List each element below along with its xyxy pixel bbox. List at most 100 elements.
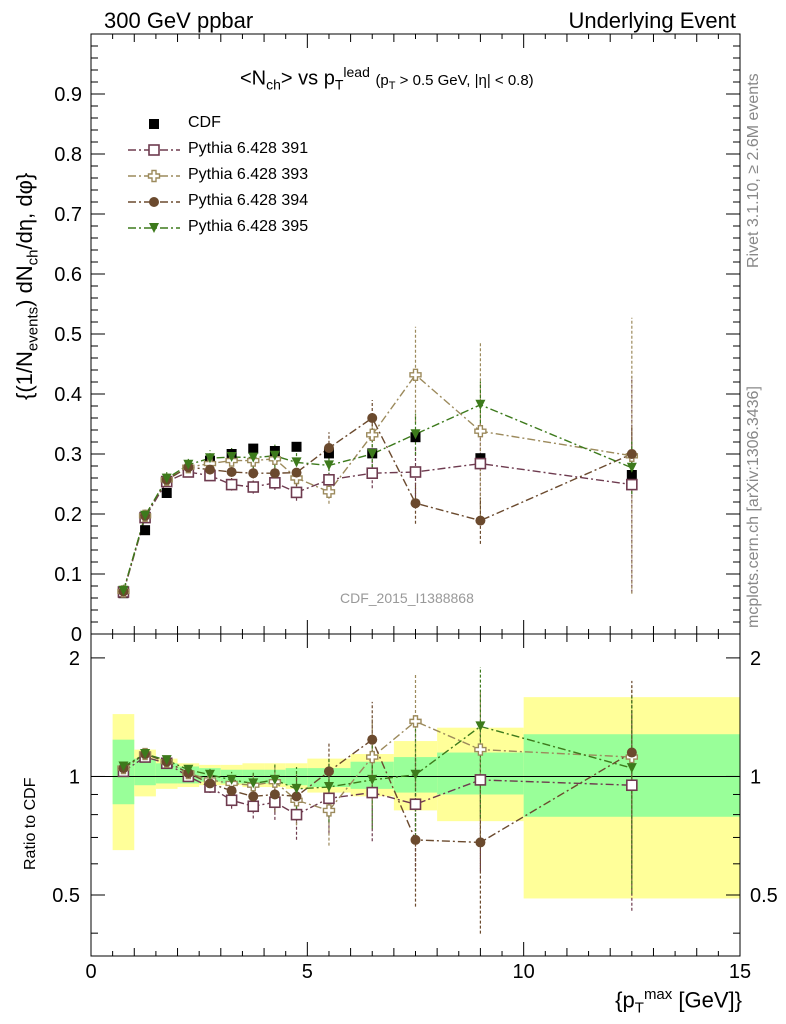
marker-cross-open	[474, 425, 487, 438]
marker-triangle-down	[367, 774, 378, 785]
marker-circle-filled	[626, 449, 637, 459]
marker-circle-filled	[204, 778, 215, 789]
marker-circle-filled	[323, 443, 334, 453]
marker-cross-open	[474, 743, 487, 756]
marker-triangle-down	[183, 764, 194, 775]
series-line	[122, 462, 632, 593]
x-tick-label: 15	[729, 961, 751, 983]
marker-triangle-down	[161, 473, 172, 484]
y-tick-label: 0.9	[54, 84, 82, 106]
ratio-bands	[112, 697, 740, 899]
legend-entry: CDF	[188, 114, 221, 131]
y-tick-label: 0.8	[54, 144, 82, 166]
marker-square-open	[626, 478, 638, 491]
marker-square-open	[290, 808, 303, 821]
marker-square-open	[323, 792, 335, 805]
marker-square-filled	[140, 525, 151, 536]
legend-markers	[128, 119, 180, 233]
marker-square-filled	[149, 119, 159, 129]
marker-circle-filled	[410, 498, 421, 509]
marker-triangle-down	[269, 774, 280, 785]
marker-square-open	[247, 800, 260, 813]
marker-triangle-down	[204, 769, 215, 780]
marker-circle-filled	[475, 837, 486, 848]
legend-entry: Pythia 6.428 391	[188, 140, 309, 157]
marker-triangle-down	[140, 749, 151, 760]
marker-triangle-down	[118, 761, 129, 772]
marker-circle-filled	[410, 834, 421, 845]
marker-triangle-down	[475, 399, 486, 410]
marker-square-open	[366, 786, 379, 799]
marker-triangle-down	[161, 755, 172, 766]
marker-cross-open	[366, 428, 379, 441]
x-tick-label: 5	[302, 961, 313, 983]
marker-square-open	[269, 476, 281, 489]
y-tick-label: 0.2	[54, 504, 82, 526]
marker-cross-open	[409, 715, 422, 728]
axes: 0 5 10 15 0 0.1 0.2 0.3 0.4 0.5 0.6 0.7 0.8 0.9 0.5 0.5…	[52, 34, 778, 983]
y-tick-label: 0.5	[54, 324, 82, 346]
series-markers	[117, 368, 639, 848]
marker-square-open	[225, 478, 238, 491]
marker-square-open	[474, 457, 487, 470]
y-tick-label: 0.4	[54, 384, 82, 406]
marker-cross-open	[147, 169, 161, 183]
y-tick-label: 0.1	[54, 564, 82, 586]
marker-circle-filled	[323, 766, 334, 777]
marker-circle-filled	[248, 468, 259, 479]
marker-triangle-down	[410, 769, 421, 780]
marker-circle-filled	[291, 791, 302, 802]
series-line	[122, 404, 633, 591]
marker-circle-filled	[226, 785, 237, 796]
marker-triangle-down	[226, 452, 237, 462]
band-inner	[134, 758, 156, 786]
legend-entry: Pythia 6.428 394	[188, 192, 309, 209]
legend-entry: Pythia 6.428 393	[188, 166, 309, 183]
marker-circle-filled	[204, 464, 215, 475]
marker-square-open	[323, 473, 335, 486]
marker-triangle-down	[626, 462, 637, 473]
marker-square-open	[409, 798, 422, 811]
marker-circle-filled	[248, 791, 259, 802]
marker-triangle-down	[140, 510, 151, 521]
marker-triangle-down	[410, 429, 421, 440]
marker-triangle-down	[204, 453, 215, 464]
header-left: 300 GeV ppbar	[104, 8, 254, 33]
marker-square-filled	[323, 448, 334, 459]
marker-circle-filled	[269, 468, 280, 479]
marker-square-open	[225, 794, 238, 807]
marker-triangle-down	[269, 450, 280, 461]
x-tick-label: 10	[513, 961, 535, 983]
marker-circle-filled	[475, 515, 486, 526]
marker-square-open	[366, 467, 379, 480]
marker-triangle-down	[248, 452, 259, 463]
marker-triangle-down	[248, 778, 259, 789]
marker-square-open	[626, 779, 638, 792]
marker-circle-filled	[226, 467, 237, 477]
x-axis-label: {pTmax [GeV]}	[615, 986, 742, 1017]
marker-square-open	[290, 486, 303, 499]
ratio-y-tick-label-right: 1	[750, 766, 761, 788]
y-tick-label: 0.7	[54, 204, 82, 226]
marker-cross-open	[322, 804, 336, 817]
legend-entry: Pythia 6.428 395	[188, 218, 309, 235]
header-right: Underlying Event	[568, 8, 736, 33]
reference-label: CDF_2015_I1388868	[340, 590, 474, 606]
marker-triangle-down	[291, 783, 302, 794]
marker-square-open	[247, 481, 260, 493]
marker-triangle-down	[475, 721, 486, 732]
marker-triangle-down	[323, 460, 334, 471]
marker-circle-filled	[367, 734, 378, 745]
marker-circle-filled	[269, 789, 280, 800]
chart-title: <Nch> vs pTlead (pT > 0.5 GeV, |η| < 0.8…	[240, 64, 534, 93]
y-tick-label: 0	[71, 624, 82, 646]
marker-cross-open	[366, 750, 379, 764]
marker-triangle-down	[367, 449, 378, 459]
marker-triangle-down	[183, 459, 194, 470]
marker-triangle-down	[626, 763, 637, 774]
x-tick-label: 0	[85, 961, 96, 983]
marker-triangle-down	[291, 457, 302, 468]
ratio-y-tick-label: 1	[69, 766, 80, 788]
y-tick-label: 0.3	[54, 444, 82, 466]
